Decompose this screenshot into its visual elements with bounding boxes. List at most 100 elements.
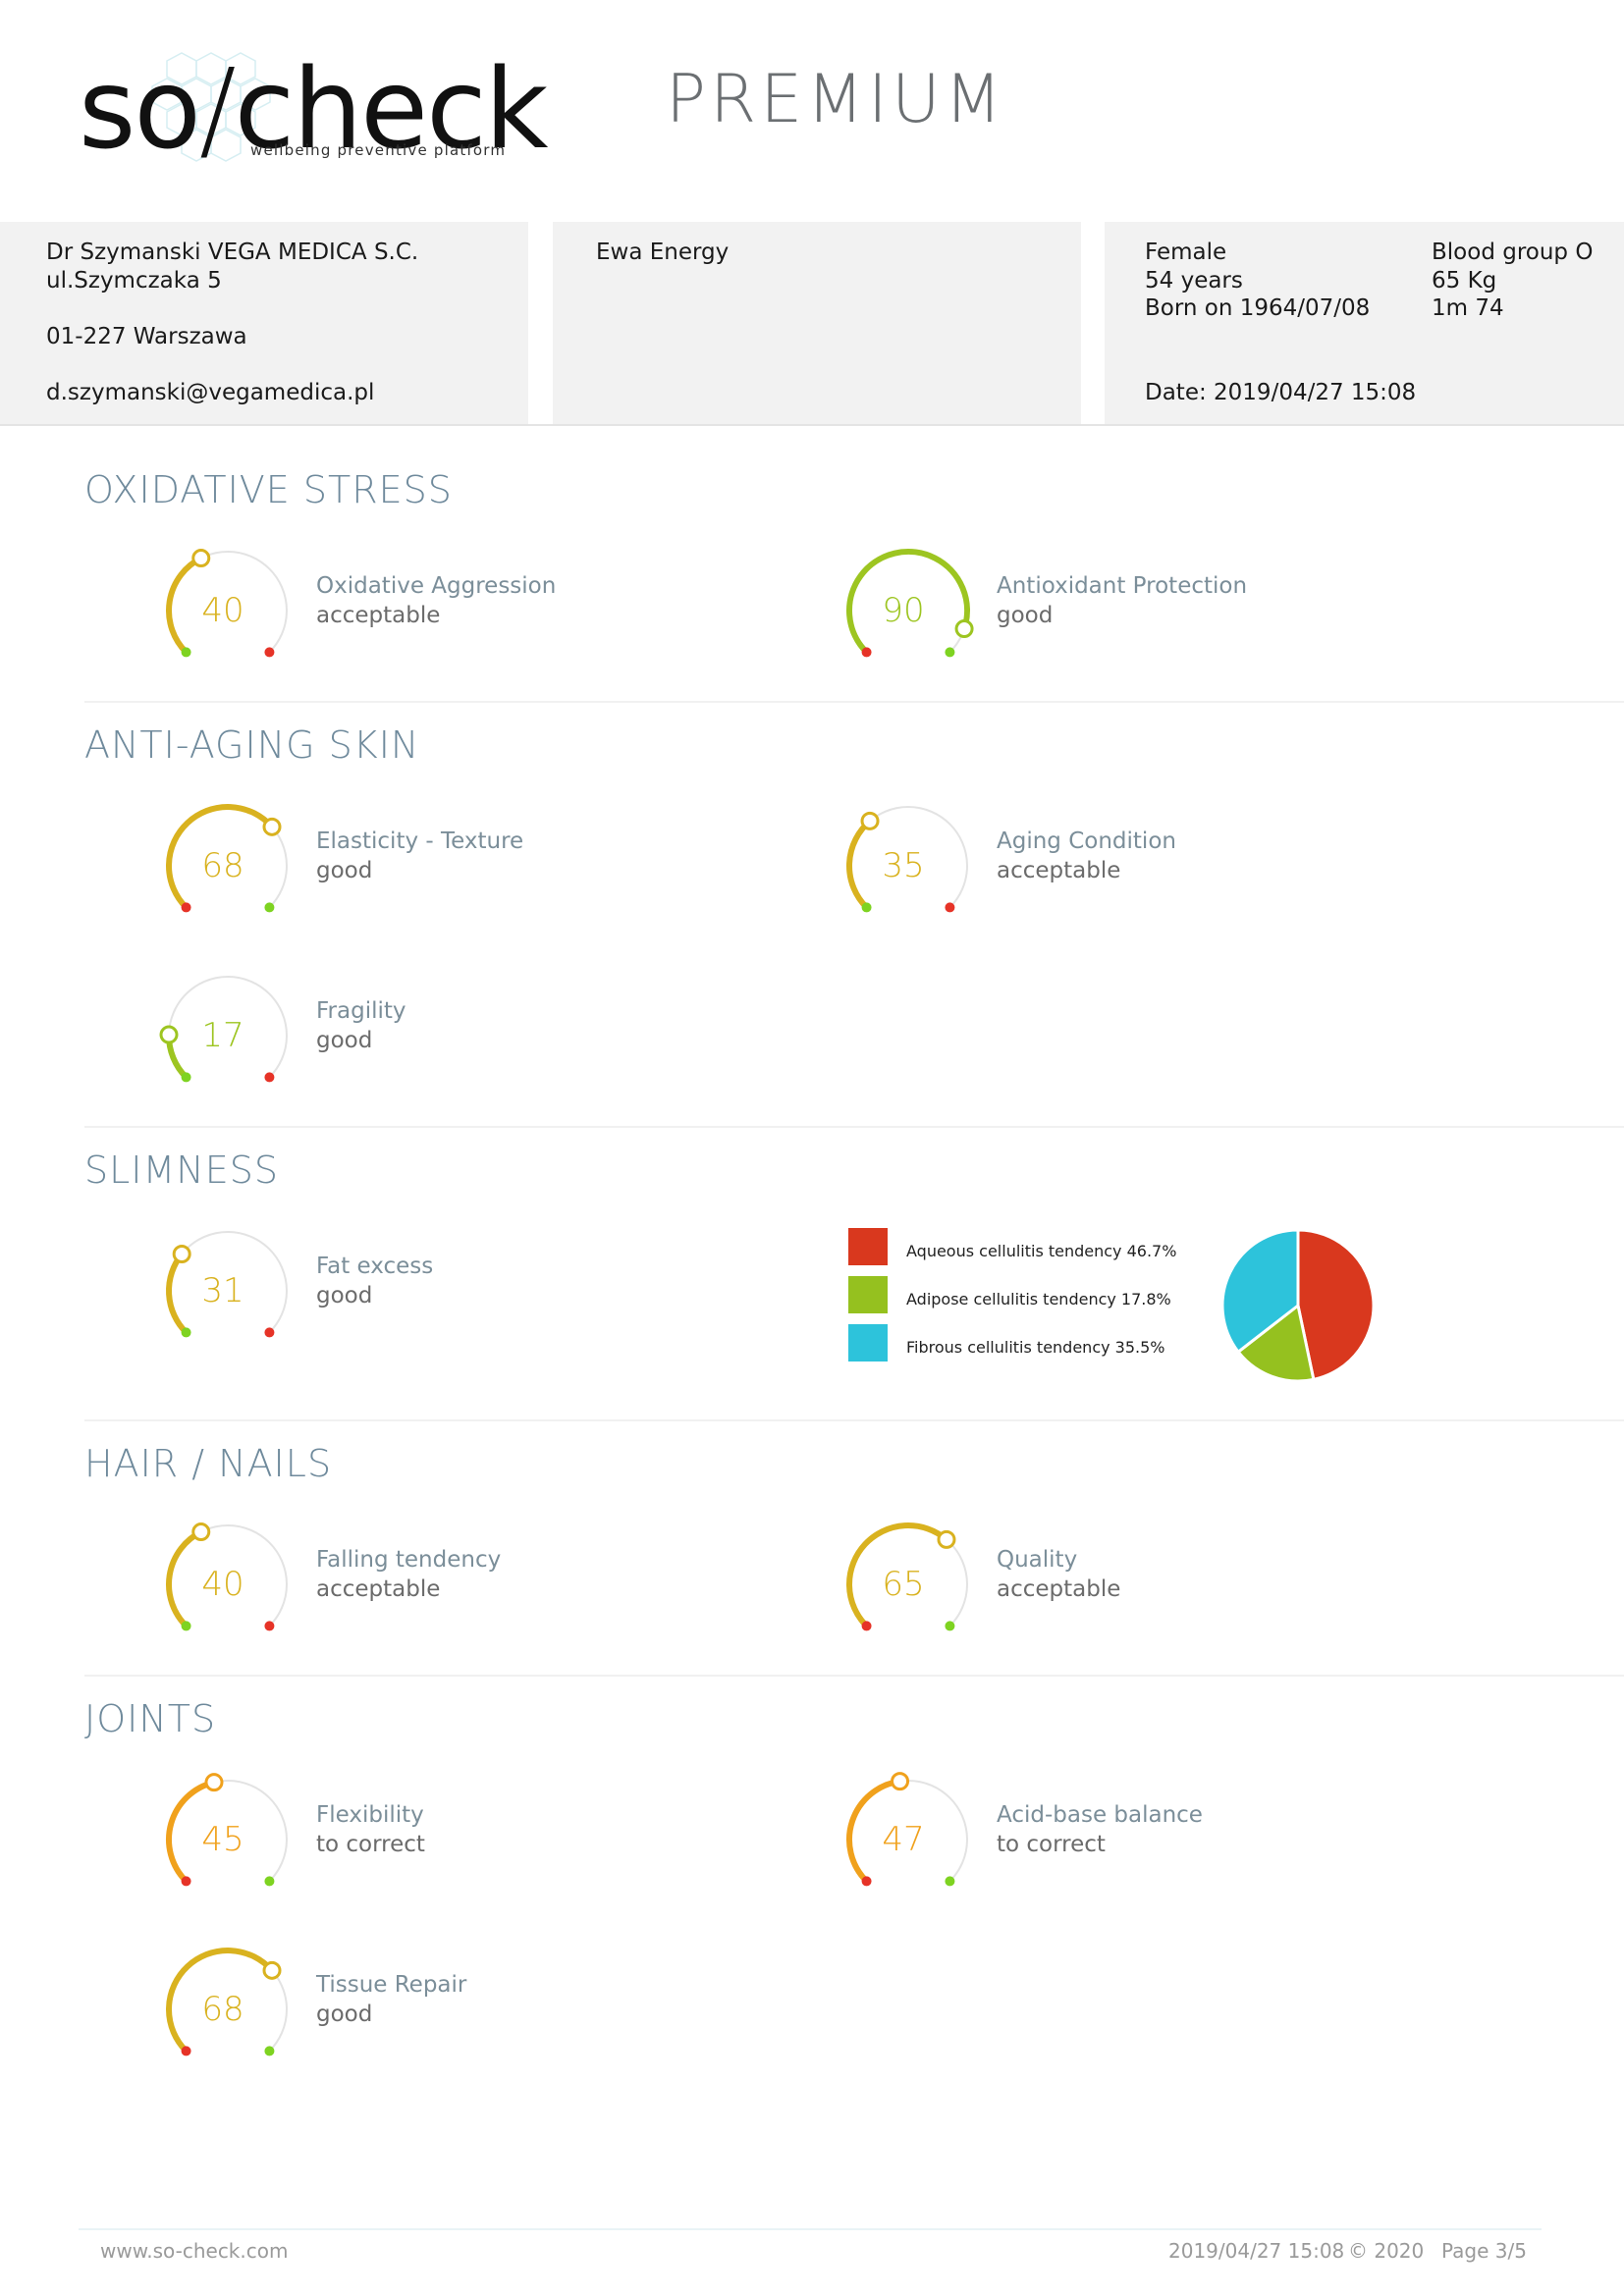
section-divider: [84, 701, 1624, 703]
gauge-start-dot: [181, 2046, 191, 2056]
blood-group: Blood group O: [1432, 240, 1594, 265]
gauge-value: 31: [201, 1271, 244, 1310]
section-divider: [84, 1126, 1624, 1128]
gauge-fat-excess: 31: [159, 1222, 297, 1360]
gauge-handle: [172, 1244, 191, 1263]
gauge-progress: [166, 804, 276, 911]
gauge-handle: [937, 1529, 956, 1549]
metric-status: good: [997, 603, 1054, 628]
gauge-antioxidant-protection: 90: [839, 542, 977, 679]
gauge-end-dot: [945, 647, 955, 658]
section-divider: [84, 1675, 1624, 1677]
gauge-value: 90: [882, 591, 925, 630]
doctor-name: Dr Szymanski VEGA MEDICA S.C.: [46, 240, 419, 265]
metric-status: good: [316, 2002, 373, 2027]
doctor-city: 01-227 Warszawa: [46, 324, 247, 349]
gauge-flexibility: 45: [159, 1771, 297, 1908]
gauge-handle: [191, 549, 211, 568]
gauge-tissue-repair: 68: [159, 1941, 297, 2078]
gauge-falling-tendency: 40: [159, 1516, 297, 1653]
gauge-start-dot: [861, 1876, 872, 1887]
footer-copyright: © 2020: [1348, 2239, 1425, 2263]
metric-label: Flexibility: [316, 1802, 424, 1828]
gauge-start-dot: [861, 1621, 872, 1631]
metric-status: good: [316, 1028, 373, 1053]
gauge-value: 40: [201, 1565, 244, 1604]
gauge-start-dot: [861, 902, 872, 913]
metric-label: Fat excess: [316, 1254, 434, 1279]
doctor-street: ul.Szymczaka 5: [46, 268, 222, 294]
gauge-arc: [166, 804, 288, 913]
metric-status: acceptable: [316, 603, 441, 628]
gauge-progress: [846, 1778, 903, 1885]
metric-status: good: [316, 1283, 373, 1308]
gauge-end-dot: [945, 902, 955, 913]
gauge-end-dot: [945, 1876, 955, 1887]
age: 54 years: [1145, 268, 1243, 294]
gauge-progress: [166, 1528, 204, 1629]
gauge-progress: [846, 818, 874, 911]
gauge-quality: 65: [839, 1516, 977, 1653]
patient-details-box: Female 54 years Born on 1964/07/08 Blood…: [1105, 222, 1624, 424]
gauge-fragility: 17: [159, 967, 297, 1104]
legend-swatch-aqueous: [848, 1228, 888, 1265]
pie-slice-2: [1220, 1228, 1300, 1355]
gauge-arc: [166, 1773, 288, 1887]
pie-slice-1: [1236, 1303, 1316, 1383]
gauge-arc: [846, 1522, 968, 1631]
metric-status: acceptable: [997, 1576, 1121, 1602]
doctor-info-box: Dr Szymanski VEGA MEDICA S.C. ul.Szymcza…: [0, 222, 528, 424]
section-title-slimness: SLIMNESS: [84, 1148, 279, 1192]
gauge-start-dot: [181, 1876, 191, 1887]
metric-label: Oxidative Aggression: [316, 573, 557, 599]
gauge-end-dot: [264, 1327, 275, 1338]
gauge-value: 65: [882, 1565, 925, 1604]
gauge-handle: [204, 1773, 224, 1792]
gauge-start-dot: [181, 647, 191, 658]
gauge-end-dot: [264, 647, 275, 658]
gauge-aging-condition: 35: [839, 797, 977, 934]
legend-swatch-adipose: [848, 1276, 888, 1313]
metric-label: Aging Condition: [997, 828, 1176, 854]
gauge-progress: [166, 1779, 217, 1885]
gauge-handle: [860, 811, 880, 830]
gauge-arc: [846, 806, 968, 913]
footer-website-link[interactable]: www.so-check.com: [100, 2239, 289, 2263]
gauge-handle: [954, 619, 974, 639]
metric-status: good: [316, 858, 373, 883]
gauge-elasticity-texture: 68: [159, 797, 297, 934]
gauge-end-dot: [264, 902, 275, 913]
gauge-progress: [166, 1251, 189, 1336]
logo-wordmark: so/check: [79, 46, 549, 174]
gauge-value: 68: [201, 1990, 244, 2029]
gauge-progress: [166, 1948, 276, 2055]
section-title-oxidative-stress: OXIDATIVE STRESS: [84, 468, 453, 511]
footer-page-number: Page 3/5: [1441, 2239, 1527, 2263]
gauge-value: 40: [201, 591, 244, 630]
gauge-value: 17: [201, 1016, 244, 1055]
section-divider: [84, 1419, 1624, 1421]
report-date: Date: 2019/04/27 15:08: [1145, 380, 1417, 405]
gauge-arc: [166, 549, 288, 658]
metric-status: to correct: [316, 1832, 425, 1857]
gauge-arc: [846, 549, 974, 658]
pie-slice-0: [1296, 1228, 1376, 1382]
gauge-progress: [166, 555, 204, 656]
gauge-handle: [159, 1025, 179, 1044]
gauge-start-dot: [181, 1327, 191, 1338]
logo: so/check wellbeing preventive platform: [79, 51, 549, 188]
logo-tagline: wellbeing preventive platform: [250, 141, 507, 159]
legend-swatch-fibrous: [848, 1324, 888, 1362]
gauge-handle: [262, 817, 282, 836]
gauge-acid-base-balance: 47: [839, 1771, 977, 1908]
gauge-value: 47: [882, 1820, 925, 1859]
edition-title: PREMIUM: [666, 61, 1006, 138]
metric-label: Fragility: [316, 998, 406, 1024]
gauge-start-dot: [861, 647, 872, 658]
doctor-email: d.szymanski@vegamedica.pl: [46, 380, 375, 405]
hexagon-pattern-icon: [151, 52, 271, 162]
gauge-end-dot: [264, 1621, 275, 1631]
patient-info-box: Ewa Energy: [553, 222, 1081, 424]
gauge-start-dot: [181, 1072, 191, 1083]
metric-status: acceptable: [997, 858, 1121, 883]
